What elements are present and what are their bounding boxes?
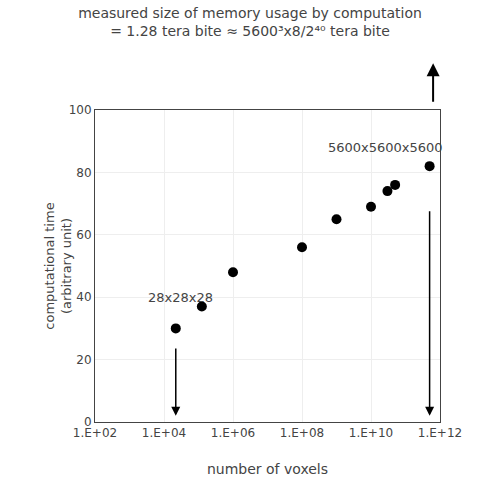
svg-text:80: 80 [76,166,91,180]
svg-text:1.E+04: 1.E+04 [142,426,186,440]
svg-text:5600x5600x5600: 5600x5600x5600 [328,140,443,155]
svg-text:1.E+12: 1.E+12 [418,426,462,440]
svg-text:number of voxels: number of voxels [207,461,328,477]
svg-text:28x28x28: 28x28x28 [148,290,213,305]
svg-text:20: 20 [76,353,91,367]
svg-text:1.E+10: 1.E+10 [349,426,393,440]
svg-text:computational time(arbitrary u: computational time(arbitrary unit) [42,202,74,329]
svg-text:1.E+02: 1.E+02 [73,426,117,440]
svg-text:100: 100 [69,103,92,117]
svg-text:60: 60 [76,228,91,242]
svg-text:1.E+06: 1.E+06 [211,426,255,440]
svg-text:1.E+08: 1.E+08 [280,426,324,440]
svg-text:measured size of memory usage: measured size of memory usage by computa… [78,5,422,39]
svg-text:0: 0 [84,415,92,429]
svg-text:40: 40 [76,290,91,304]
